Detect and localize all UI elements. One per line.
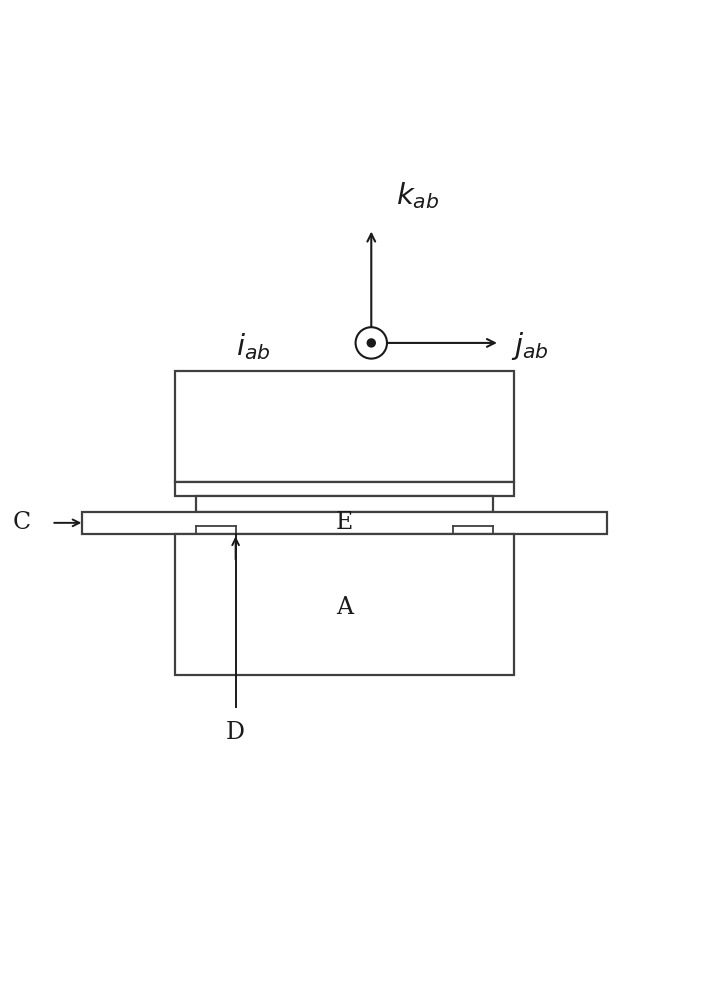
Bar xyxy=(175,534,514,675)
Text: $k_{ab}$: $k_{ab}$ xyxy=(396,180,440,211)
Text: C: C xyxy=(12,511,31,534)
Text: A: A xyxy=(336,596,353,619)
Bar xyxy=(196,496,493,512)
Bar xyxy=(175,371,514,482)
Bar xyxy=(175,482,514,496)
Bar xyxy=(82,512,607,534)
Circle shape xyxy=(366,338,376,348)
Circle shape xyxy=(356,327,387,359)
Text: $j_{ab}$: $j_{ab}$ xyxy=(511,330,548,362)
Text: D: D xyxy=(226,721,245,744)
Text: $i_{ab}$: $i_{ab}$ xyxy=(236,331,271,362)
Text: E: E xyxy=(336,511,353,534)
